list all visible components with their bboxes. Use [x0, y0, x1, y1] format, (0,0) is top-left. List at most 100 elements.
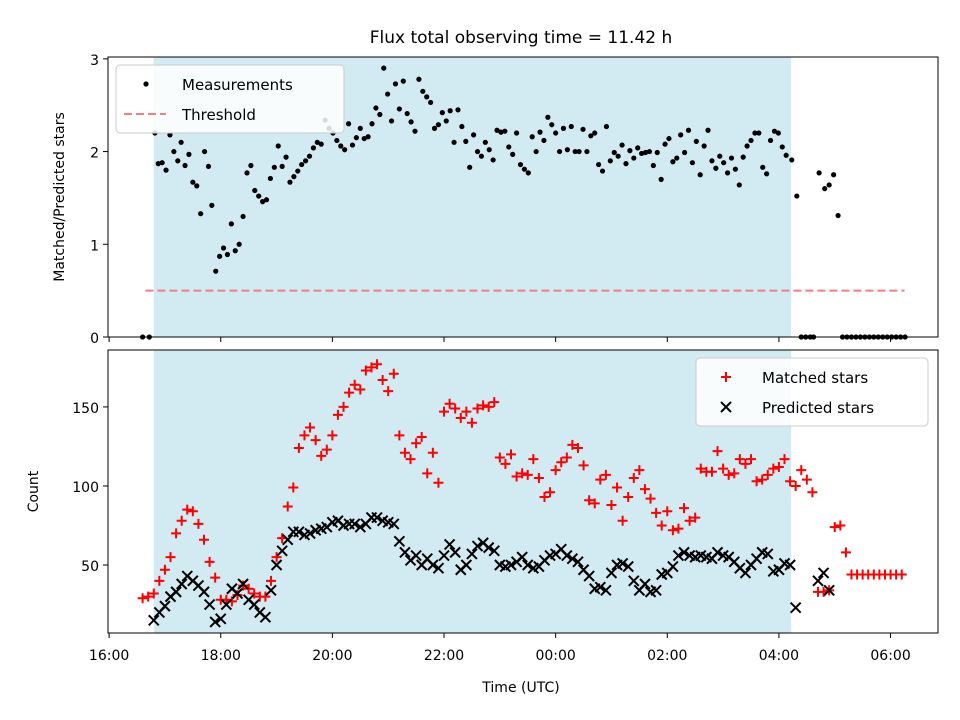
data-point [762, 548, 774, 560]
data-point [209, 616, 221, 628]
data-point [209, 202, 215, 208]
data-point [295, 168, 301, 174]
data-point [396, 106, 402, 112]
data-point [488, 545, 500, 557]
data-point [159, 564, 170, 575]
data-point [623, 492, 634, 503]
data-point [545, 114, 551, 120]
data-point [822, 186, 828, 192]
data-point [231, 587, 244, 600]
data-point [505, 559, 517, 571]
data-point [408, 119, 414, 125]
data-point [658, 176, 664, 182]
data-point [674, 155, 680, 161]
data-point [662, 141, 668, 147]
data-point [182, 162, 188, 169]
data-point [399, 546, 411, 559]
data-point [427, 559, 439, 571]
data-point [263, 197, 270, 203]
data-point [697, 172, 703, 178]
data-point [603, 123, 610, 130]
data-point [165, 552, 176, 563]
data-point [282, 501, 293, 512]
data-point [835, 212, 841, 219]
data-point [293, 443, 304, 454]
data-point [634, 465, 645, 476]
data-point [650, 584, 662, 597]
data-point [449, 546, 461, 559]
data-point [642, 149, 649, 156]
data-point [392, 81, 399, 87]
data-point [310, 435, 321, 446]
data-point [424, 94, 430, 100]
data-point [510, 151, 516, 157]
data-point [712, 446, 723, 457]
data-point [444, 398, 455, 409]
data-point [728, 155, 735, 161]
data-point [193, 518, 204, 529]
data-point [594, 581, 607, 593]
data-point [773, 461, 784, 472]
data-point [228, 221, 234, 227]
data-point [600, 469, 611, 480]
data-point [606, 499, 617, 510]
data-point [428, 99, 434, 106]
data-point [588, 133, 594, 139]
data-point [342, 147, 348, 153]
data-point [482, 139, 488, 145]
data-point [270, 559, 283, 571]
data-point [528, 454, 539, 465]
data-point [740, 154, 746, 160]
data-point [775, 130, 781, 136]
data-point [564, 147, 570, 153]
data-point [283, 154, 289, 160]
data-point [545, 487, 556, 498]
data-point [681, 149, 688, 156]
data-point [706, 466, 717, 477]
data-point [679, 503, 690, 514]
data-point [760, 164, 766, 170]
y-tick-label: 3 [90, 53, 99, 69]
data-point [354, 521, 367, 533]
data-point [506, 144, 512, 150]
data-point [553, 130, 559, 136]
data-point [287, 179, 293, 185]
series-matched-stars [137, 359, 907, 607]
data-point [205, 163, 212, 170]
data-point [684, 515, 695, 526]
data-point [435, 122, 442, 128]
data-point [265, 575, 276, 586]
data-point [736, 182, 742, 188]
data-point [260, 199, 266, 205]
data-point [744, 143, 750, 149]
data-point [580, 126, 586, 132]
data-point [511, 471, 522, 482]
data-point [746, 454, 757, 465]
y-tick-label: 100 [72, 480, 99, 496]
legend-label: Predicted stars [762, 399, 874, 417]
data-point [662, 506, 673, 517]
data-point [646, 148, 653, 155]
data-point [796, 465, 807, 476]
data-point [689, 160, 696, 166]
data-point [460, 559, 473, 571]
data-point [163, 167, 169, 173]
data-point [404, 110, 410, 117]
data-point [756, 130, 762, 136]
data-point [291, 174, 297, 180]
data-point [896, 569, 907, 580]
data-point [764, 171, 770, 177]
data-point [670, 159, 676, 165]
data-point [483, 401, 494, 412]
data-point [522, 559, 534, 571]
data-point [502, 128, 508, 134]
data-point [377, 111, 383, 118]
data-point [498, 129, 504, 135]
data-point [693, 138, 699, 144]
data-point [194, 183, 200, 189]
data-point [757, 474, 768, 485]
data-point [651, 507, 662, 518]
data-point [204, 556, 215, 567]
data-point [276, 545, 288, 557]
data-point [178, 139, 184, 145]
